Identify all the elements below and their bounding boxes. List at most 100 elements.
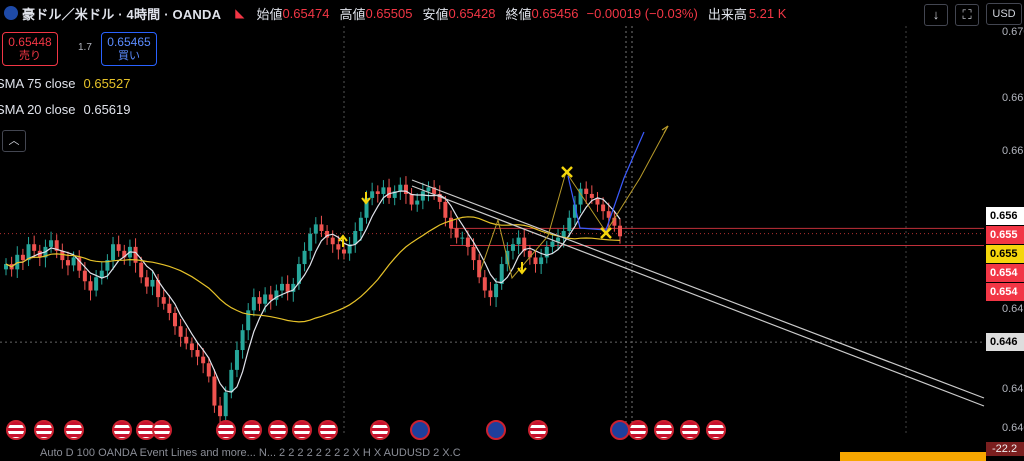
usd-event-flag-icon[interactable] <box>292 420 312 440</box>
candle-body <box>347 244 352 254</box>
candle-body <box>437 193 442 202</box>
candle-body <box>494 283 499 298</box>
buy-label: 買い <box>118 50 140 62</box>
candle-body <box>54 240 59 251</box>
candle-body <box>71 257 76 266</box>
candle-body <box>358 217 363 231</box>
fullscreen-icon[interactable]: ⛶ <box>955 4 979 26</box>
candle-body <box>229 369 234 393</box>
candle-body <box>240 330 245 351</box>
candle-body <box>302 250 307 265</box>
price-tag: 0.646 <box>986 333 1024 352</box>
price-tag: 0.654 <box>986 283 1024 302</box>
sma20-legend[interactable]: SMA 20 close 0.65619 <box>0 102 131 117</box>
usd-event-flag-icon[interactable] <box>34 420 54 440</box>
candle-body <box>330 237 335 245</box>
collapse-legend-icon[interactable]: ︿ <box>2 130 26 152</box>
candle-body <box>167 303 172 313</box>
arrow-down-icon[interactable]: ↓ <box>924 4 948 26</box>
candle-body <box>460 237 465 239</box>
candle-body <box>319 224 324 231</box>
candle-body <box>172 313 177 327</box>
candle-body <box>285 283 290 292</box>
candle-body <box>313 224 318 234</box>
symbol-header: 豪ドル／米ドル · 4時間 · OANDA ◣ 始値 0.65474 高値 0.65… <box>0 0 880 26</box>
y-tick-label: 0.670 <box>1002 25 1024 38</box>
candle-body <box>471 246 476 261</box>
candle-body <box>409 193 414 205</box>
candle-body <box>223 392 228 417</box>
price-tag: 0.655 <box>986 245 1024 264</box>
candle-body <box>105 260 110 271</box>
candle-body <box>533 257 538 265</box>
candle-body <box>392 191 397 198</box>
candle-body <box>449 217 454 229</box>
usd-event-flag-icon[interactable] <box>242 420 262 440</box>
buy-button[interactable]: 0.65465 買い <box>101 32 157 66</box>
usd-event-flag-icon[interactable] <box>268 420 288 440</box>
candle-body <box>94 277 99 291</box>
candle-body <box>88 281 93 291</box>
candle-body <box>601 204 606 212</box>
candle-body <box>510 244 515 251</box>
open-label: 始値 <box>256 6 283 22</box>
usd-event-flag-icon[interactable] <box>680 420 700 440</box>
trend-line <box>411 185 985 407</box>
y-tick-label: 0.640 <box>1002 422 1024 435</box>
aud-event-flag-icon[interactable] <box>610 420 630 440</box>
sell-label: 売り <box>19 50 41 62</box>
candle-body <box>150 279 155 287</box>
candle-body <box>274 290 279 300</box>
candle-body <box>550 241 555 247</box>
candle-body <box>606 211 611 218</box>
usd-event-flag-icon[interactable] <box>528 420 548 440</box>
candle-body <box>156 279 161 298</box>
candle-body <box>184 336 189 344</box>
aud-event-flag-icon[interactable] <box>410 420 430 440</box>
usd-event-flag-icon[interactable] <box>152 420 172 440</box>
bookmark-icon[interactable]: ◣ <box>235 6 245 20</box>
aud-event-flag-icon[interactable] <box>486 420 506 440</box>
close-label: 終値 <box>505 6 532 22</box>
candle-body <box>15 254 20 270</box>
candle-body <box>206 363 211 377</box>
candle-body <box>572 204 577 218</box>
candle-body <box>403 184 408 194</box>
usd-event-flag-icon[interactable] <box>628 420 648 440</box>
usd-event-flag-icon[interactable] <box>370 420 390 440</box>
high-value: 0.65505 <box>365 5 413 21</box>
candle-body <box>618 225 622 237</box>
candle-body <box>280 283 285 291</box>
close-value: 0.65456 <box>531 5 579 21</box>
candle-body <box>595 197 600 205</box>
price-tag: 0.654 <box>986 264 1024 283</box>
candle-body <box>82 270 87 282</box>
candle-body <box>364 197 369 218</box>
candle-body <box>353 231 358 245</box>
usd-event-flag-icon[interactable] <box>706 420 726 440</box>
usd-event-flag-icon[interactable] <box>112 420 132 440</box>
usd-event-flag-icon[interactable] <box>64 420 84 440</box>
y-tick-label: 0.649 <box>1002 303 1024 316</box>
symbol-title[interactable]: 豪ドル／米ドル · 4時間 · OANDA <box>22 6 222 22</box>
indicator-status-line: Auto D 100 OANDA Event Lines and more...… <box>40 447 461 459</box>
currency-button[interactable]: USD <box>986 3 1022 25</box>
candle-body <box>341 249 346 254</box>
candle-body <box>116 244 121 251</box>
candle-body <box>32 244 37 251</box>
candle-body <box>77 257 82 271</box>
usd-event-flag-icon[interactable] <box>318 420 338 440</box>
usd-event-flag-icon[interactable] <box>6 420 26 440</box>
sma75-legend[interactable]: SMA 75 close 0.65527 <box>0 76 131 91</box>
candle-body <box>4 264 8 270</box>
candle-body <box>325 231 330 238</box>
trend-line <box>411 179 985 399</box>
sma75-line <box>5 216 621 323</box>
candle-body <box>308 233 313 251</box>
sell-button[interactable]: 0.65448 売り <box>2 32 58 66</box>
candle-body <box>477 260 482 278</box>
usd-event-flag-icon[interactable] <box>654 420 674 440</box>
candle-body <box>49 240 54 247</box>
usd-event-flag-icon[interactable] <box>216 420 236 440</box>
